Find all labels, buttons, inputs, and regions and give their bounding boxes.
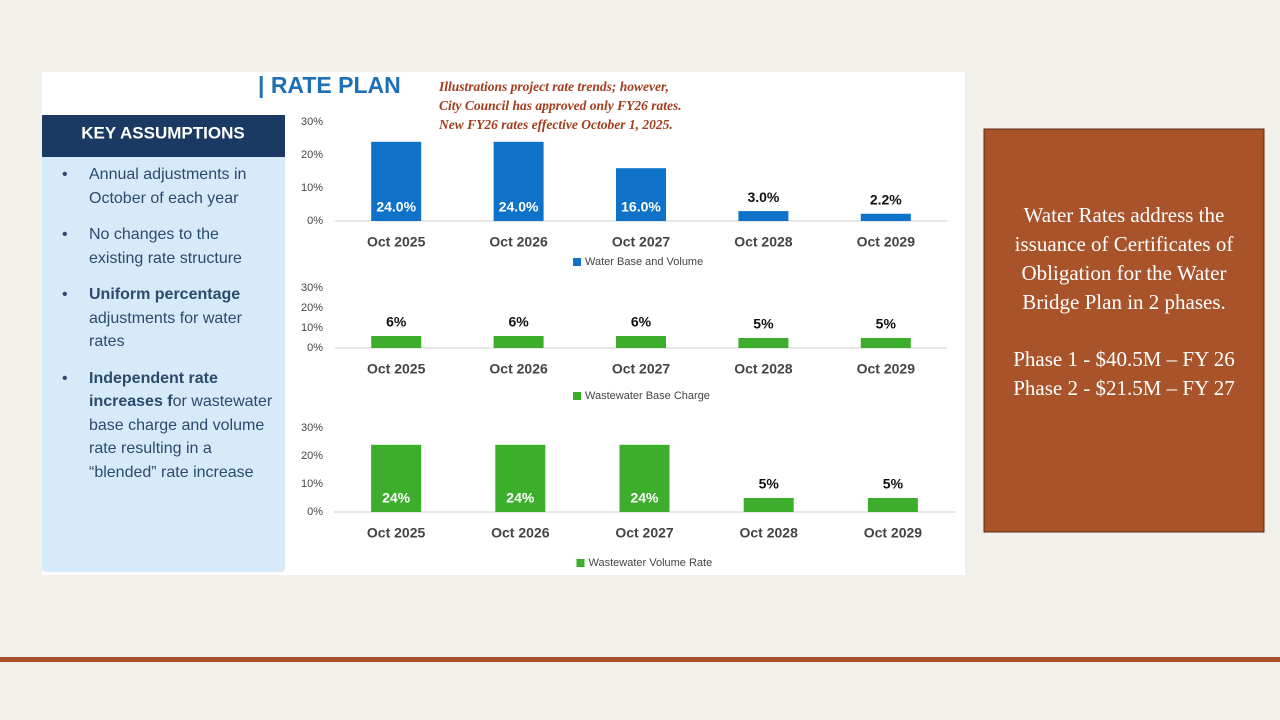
x-tick-label: Oct 2028: [734, 361, 793, 377]
x-tick-label: Oct 2029: [857, 361, 916, 377]
value-label: 24%: [506, 490, 535, 506]
assumption-text: Uniform percentage: [89, 286, 241, 303]
y-tick-label: 10%: [301, 182, 323, 194]
sidebar-phase: Phase 1 - $40.5M – FY 26: [1013, 347, 1234, 371]
bar: [371, 444, 422, 512]
note-line: New FY26 rates effective October 1, 2025…: [438, 117, 673, 132]
x-tick-label: Oct 2025: [367, 525, 426, 541]
bar: [371, 336, 422, 348]
sidebar-phase: Phase 2 - $21.5M – FY 27: [1013, 376, 1234, 400]
assumption-text: or wastewater base charge and volume rat…: [89, 393, 273, 481]
bar: [738, 338, 789, 348]
value-label: 6%: [386, 314, 407, 330]
y-tick-label: 20%: [301, 302, 323, 314]
bar: [860, 213, 911, 221]
y-tick-label: 20%: [301, 149, 323, 161]
y-tick-label: 0%: [307, 342, 323, 354]
sidebar-line: issuance of Certificates of: [1015, 232, 1234, 256]
value-label: 5%: [753, 316, 774, 332]
y-tick-label: 30%: [301, 422, 323, 434]
y-tick-label: 20%: [301, 450, 323, 462]
x-tick-label: Oct 2025: [367, 361, 426, 377]
bar: [371, 141, 422, 221]
value-label: 24.0%: [499, 199, 539, 215]
footer-rule: [0, 657, 1280, 662]
bar: [493, 141, 544, 221]
x-tick-label: Oct 2028: [734, 234, 793, 250]
x-tick-label: Oct 2026: [489, 234, 548, 250]
y-tick-label: 0%: [307, 506, 323, 518]
bar: [495, 444, 546, 512]
legend-label: Water Base and Volume: [585, 256, 703, 268]
x-tick-label: Oct 2028: [740, 525, 799, 541]
value-label: 24%: [382, 490, 411, 506]
value-label: 5%: [876, 316, 897, 332]
bar: [619, 444, 670, 512]
assumptions-title: KEY ASSUMPTIONS: [81, 123, 244, 142]
y-tick-label: 10%: [301, 478, 323, 490]
x-tick-label: Oct 2029: [857, 234, 916, 250]
assumptions-header: [42, 115, 285, 157]
value-label: 5%: [759, 476, 780, 492]
legend-swatch: [573, 258, 581, 266]
value-label: 3.0%: [747, 189, 779, 205]
sidebar-line: Water Rates address the: [1024, 203, 1225, 227]
bar: [743, 498, 794, 512]
assumption: Uniform percentage adjustments for water…: [60, 283, 275, 354]
sidebar-text: Water Rates address the issuance of Certi…: [1013, 203, 1234, 400]
value-label: 16.0%: [621, 199, 661, 215]
legend-label: Wastewater Base Charge: [585, 390, 710, 402]
legend-swatch: [576, 559, 585, 567]
x-tick-label: Oct 2027: [612, 234, 671, 250]
bar: [738, 211, 789, 221]
assumption-text: No changes to the existing rate structur…: [89, 226, 242, 267]
note-line: City Council has approved only FY26 rate…: [439, 98, 682, 113]
bar: [616, 168, 666, 221]
sidebar-line: Bridge Plan in 2 phases.: [1022, 290, 1226, 314]
bar: [860, 338, 911, 348]
assumption: No changes to the existing rate structur…: [60, 223, 275, 270]
page-title: | RATE PLAN: [258, 72, 401, 98]
value-label: 24%: [630, 490, 659, 506]
note-line: Illustrations project rate trends; howev…: [438, 79, 669, 94]
assumption: Annual adjustments in October of each ye…: [60, 163, 275, 210]
sidebar-box: [983, 128, 1265, 533]
y-tick-label: 10%: [301, 322, 323, 334]
bar: [493, 336, 544, 348]
x-tick-label: Oct 2029: [864, 525, 923, 541]
charts: 0% 10% 20% 30% Oct 2025 Oct 2026 Oct 2027 Oct 2…: [301, 116, 955, 569]
y-tick-label: 30%: [301, 282, 323, 294]
bar: [616, 336, 666, 348]
value-label: 24.0%: [376, 199, 416, 215]
bar: [867, 498, 918, 512]
value-label: 6%: [631, 314, 652, 330]
legend-swatch: [573, 392, 581, 400]
x-tick-label: Oct 2026: [489, 361, 548, 377]
x-tick-label: Oct 2026: [491, 525, 550, 541]
y-tick-label: 0%: [307, 215, 323, 227]
x-tick-label: Oct 2027: [615, 525, 674, 541]
assumption-text: Independent rate increases f: [89, 369, 218, 411]
x-tick-label: Oct 2027: [612, 361, 671, 377]
assumption-text: adjustments for water rates: [89, 309, 242, 351]
assumption-text: Annual adjustments in October of each ye…: [89, 166, 247, 207]
value-label: 2.2%: [870, 191, 902, 207]
x-tick-label: Oct 2025: [367, 234, 426, 250]
value-label: 6%: [508, 314, 529, 330]
y-tick-label: 30%: [301, 116, 323, 128]
assumption: Independent rate increases for wastewate…: [60, 367, 275, 485]
assumptions-list: Annual adjustments in October of each ye…: [60, 163, 275, 497]
value-label: 5%: [883, 476, 904, 492]
note: Illustrations project rate trends; howev…: [438, 79, 682, 132]
legend-label: Wastewater Volume Rate: [589, 557, 713, 569]
sidebar-line: Obligation for the Water: [1022, 261, 1227, 285]
